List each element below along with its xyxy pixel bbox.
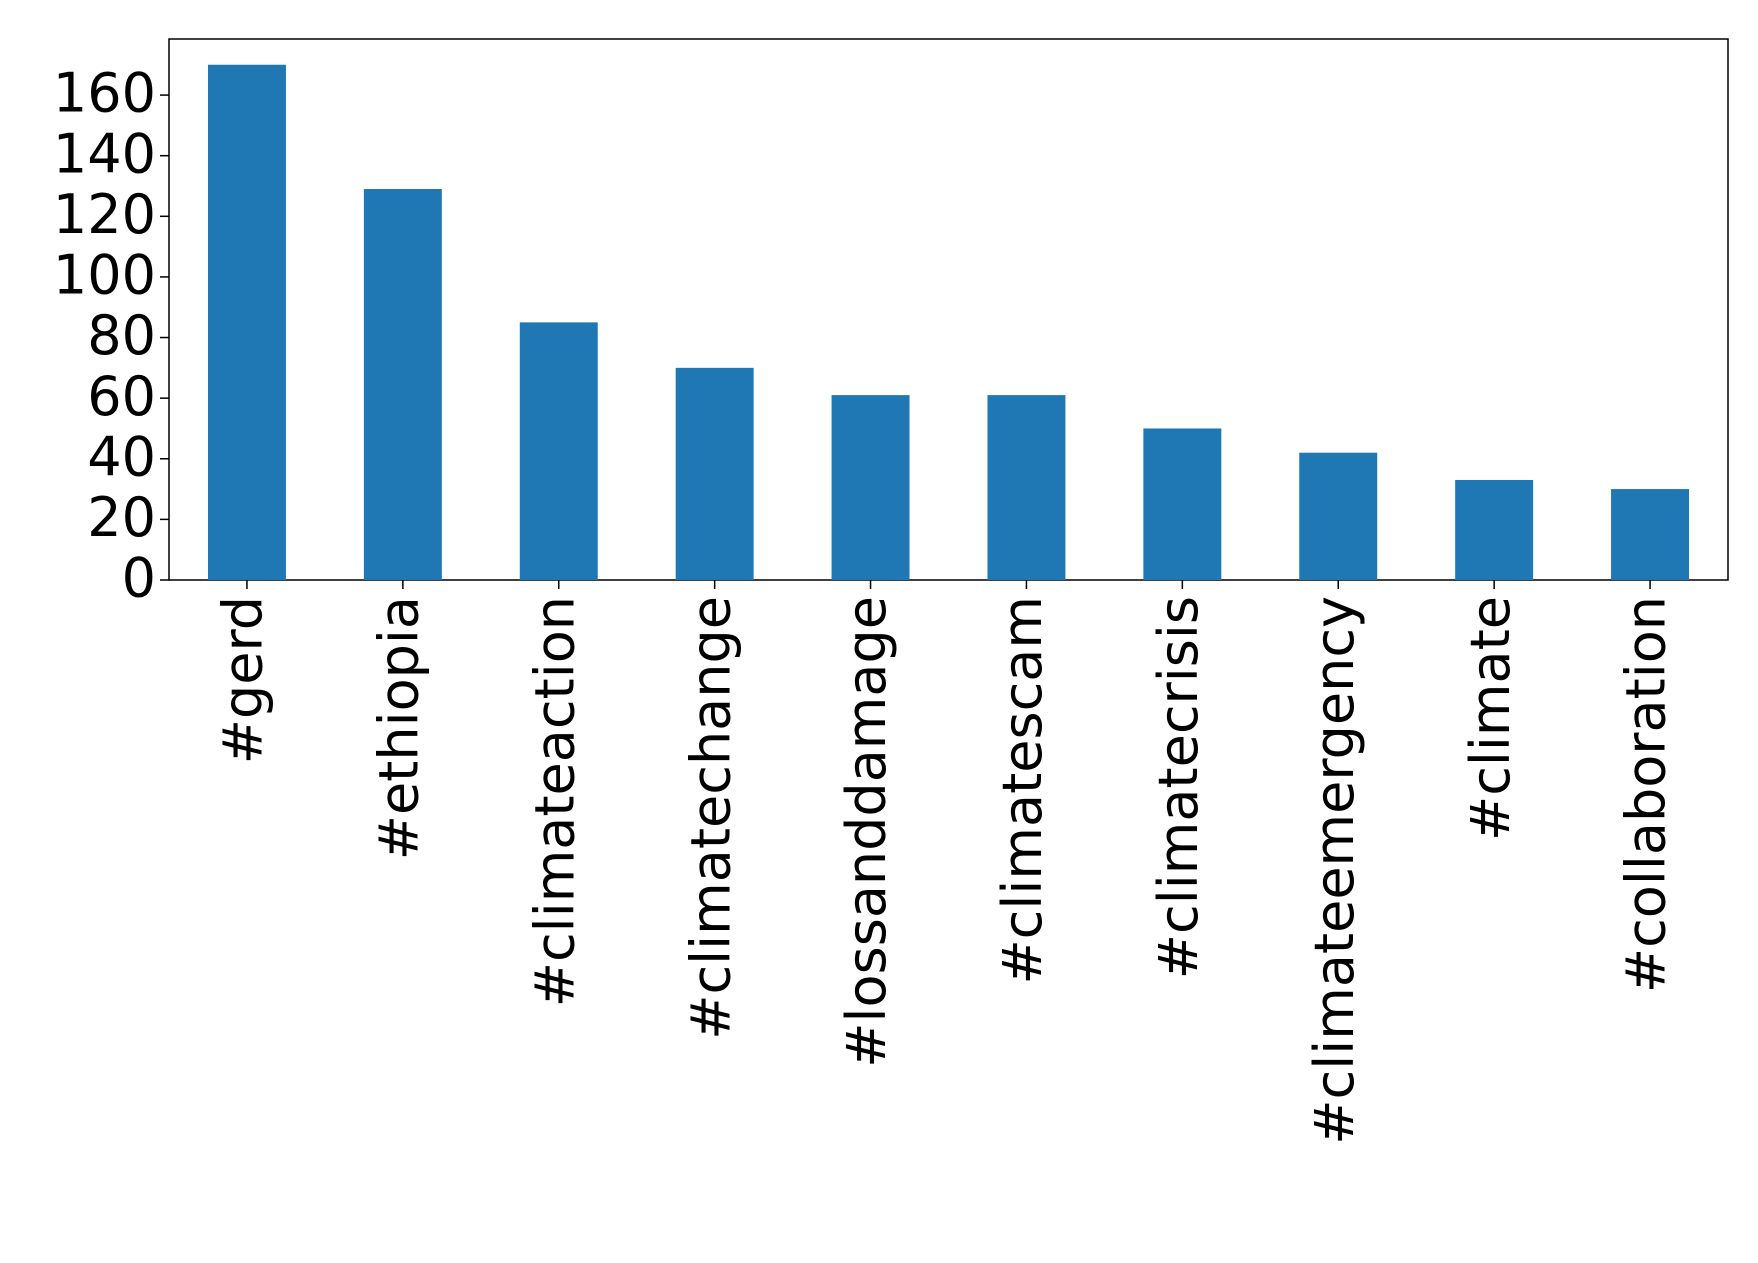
x-tick-label: #climatescam (991, 596, 1054, 985)
bar (987, 395, 1066, 580)
bar (1299, 452, 1378, 580)
bar (831, 395, 910, 580)
bar (1611, 489, 1690, 580)
bar (207, 64, 286, 580)
x-tick-label: #lossanddamage (835, 596, 898, 1068)
y-tick-label: 120 (53, 183, 156, 246)
plot-frame (168, 38, 1729, 581)
y-tick-label: 100 (53, 244, 156, 307)
bar (675, 367, 754, 580)
x-tick-label: #climatechange (679, 596, 742, 1040)
y-tick-label: 20 (87, 486, 156, 549)
y-tick-label: 140 (53, 122, 156, 185)
bar (1455, 479, 1534, 580)
x-tick-label: #climateaction (523, 596, 586, 1007)
x-tick-label: #collaboration (1615, 596, 1678, 993)
bar (1143, 428, 1222, 580)
x-tick-label: #gerd (212, 596, 275, 764)
y-tick-label: 60 (87, 365, 156, 428)
bar (519, 322, 598, 580)
x-tick-label: #climatecrisis (1147, 596, 1210, 979)
x-tick-label: #climate (1459, 596, 1522, 841)
y-tick-label: 40 (87, 425, 156, 488)
y-tick-label: 160 (53, 62, 156, 125)
x-tick-label: #climateemergency (1303, 596, 1366, 1145)
y-tick-label: 0 (122, 547, 156, 610)
y-tick-label: 80 (87, 304, 156, 367)
x-tick-label: #ethiopia (367, 596, 430, 860)
bar (363, 189, 442, 580)
